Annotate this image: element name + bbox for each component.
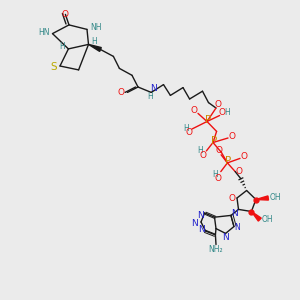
Text: O: O [218,108,226,117]
Text: OH: OH [262,215,273,224]
Text: O: O [228,132,235,141]
Text: H: H [91,38,97,46]
Text: H: H [183,124,189,133]
Text: H: H [224,108,230,117]
Text: S: S [50,62,57,73]
Text: P: P [205,115,211,125]
Polygon shape [256,196,268,200]
Text: H: H [212,170,218,179]
Text: P: P [211,136,217,146]
Text: HN: HN [38,28,50,37]
Polygon shape [88,44,101,51]
Text: O: O [191,106,198,115]
Text: O: O [215,100,222,109]
Text: O: O [62,10,69,19]
Text: O: O [228,194,235,203]
Text: NH: NH [90,23,102,32]
Polygon shape [251,212,261,221]
Text: NH₂: NH₂ [208,244,223,253]
Text: O: O [214,174,221,183]
Text: N: N [235,224,241,232]
Text: N: N [192,219,198,228]
Text: O: O [235,167,242,176]
Text: O: O [117,88,124,97]
Text: N: N [150,84,157,93]
Text: N: N [222,233,229,242]
Text: H: H [148,92,154,100]
Text: N: N [197,211,204,220]
Text: H: H [59,42,65,51]
Text: H: H [197,146,203,155]
Text: OH: OH [270,194,281,202]
Text: P: P [225,156,231,167]
Text: O: O [185,128,193,137]
Text: O: O [240,152,247,161]
Text: N: N [231,208,238,217]
Text: O: O [215,146,222,155]
Text: O: O [200,151,207,160]
Text: N: N [198,225,205,234]
